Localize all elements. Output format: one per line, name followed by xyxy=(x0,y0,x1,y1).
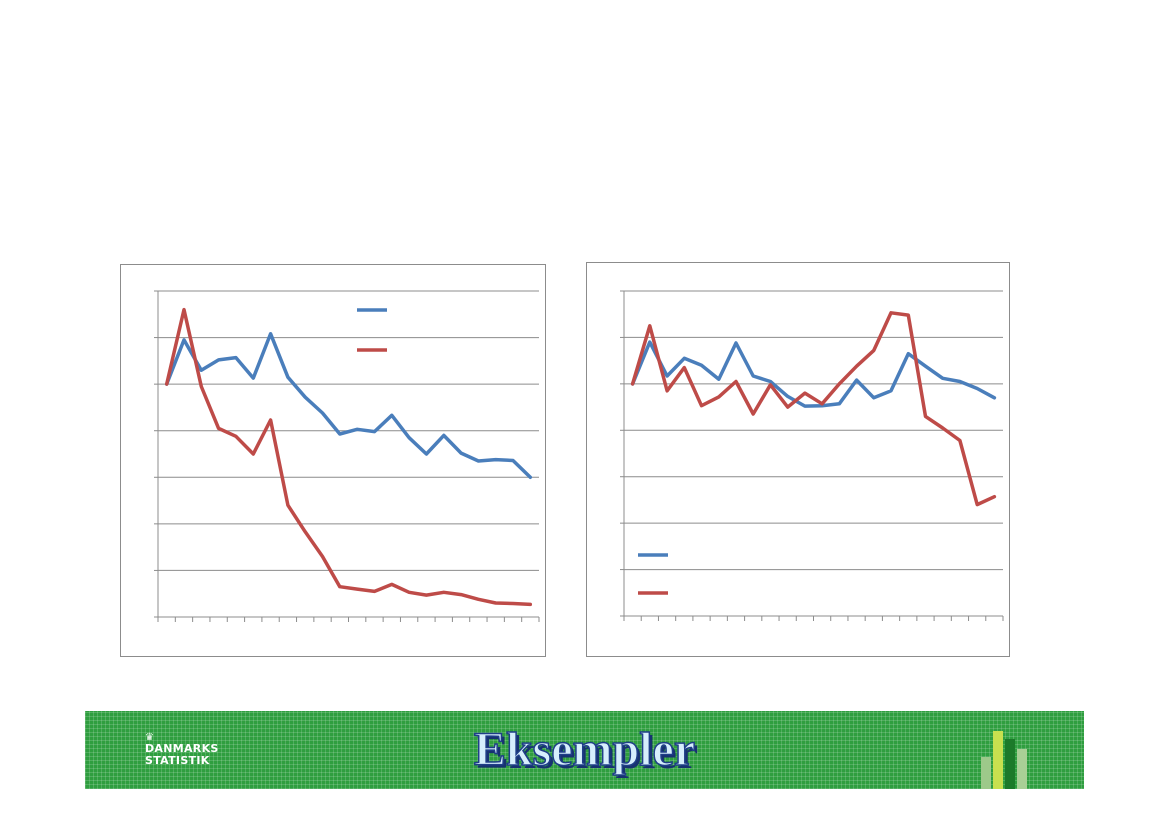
chart-left-series-1-line xyxy=(164,332,533,480)
chart-right-series-2-line xyxy=(630,311,997,507)
logo-line-2: STATISTIK xyxy=(145,754,210,767)
danmarks-statistik-logo: ♛ DANMARKS STATISTIK xyxy=(145,733,235,769)
chart-left-series-2-line xyxy=(164,307,533,607)
chart-right-series-1-line xyxy=(630,340,997,408)
chart-right xyxy=(586,262,1010,657)
chart-left xyxy=(120,264,546,657)
footer-title: Eksempler xyxy=(473,722,696,777)
crown-icon: ♛ xyxy=(145,732,155,743)
footer-band: ♛ DANMARKS STATISTIK Eksempler xyxy=(85,711,1084,789)
logo-line-1: DANMARKS xyxy=(145,742,219,755)
chart-right-plot xyxy=(620,290,1004,621)
bar-graphic-icon xyxy=(981,731,1031,789)
chart-left-plot xyxy=(154,290,540,622)
